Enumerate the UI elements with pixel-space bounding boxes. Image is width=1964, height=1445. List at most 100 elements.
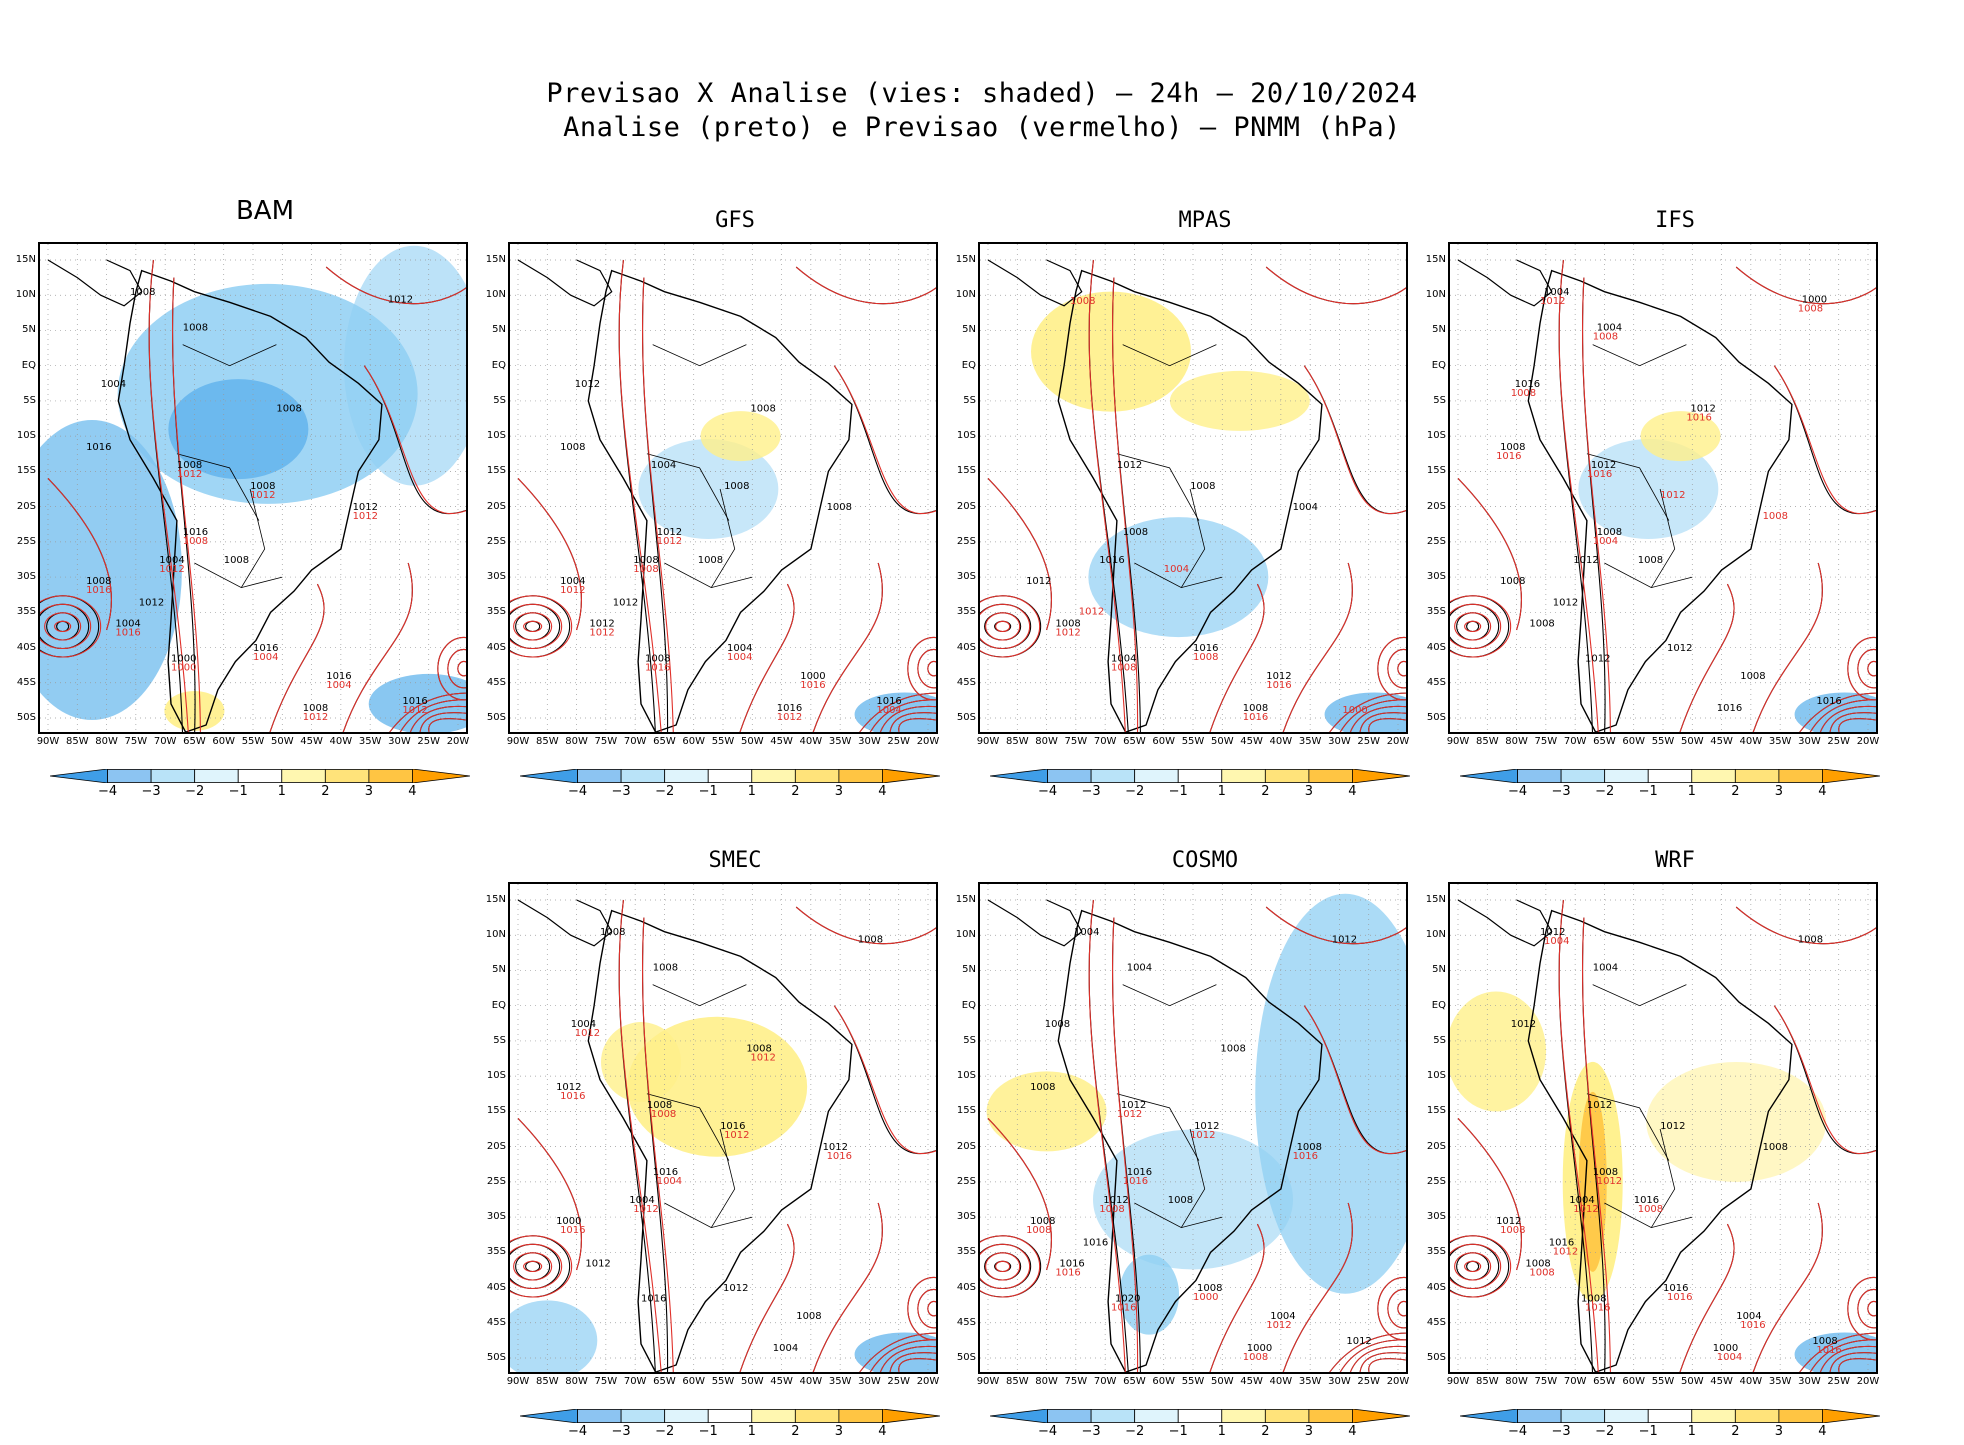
lon-tick-label: 45W: [770, 1376, 793, 1387]
lon-tick-label: 45W: [1710, 1376, 1733, 1387]
lat-tick-label: 50S: [956, 712, 976, 723]
colorbar-segment: [519, 1408, 578, 1424]
isobar-label: 1004: [115, 618, 140, 629]
colorbar-segment: [1560, 769, 1606, 783]
lon-tick-label: 50W: [1210, 736, 1234, 747]
isobar-label: 1016: [876, 696, 901, 707]
lon-tick-label: 35W: [1768, 736, 1792, 747]
isobar-label: 1012: [1190, 1130, 1215, 1141]
isobar-label: 1012: [1540, 927, 1565, 938]
lat-tick-label: 15S: [956, 1105, 976, 1117]
isobar-label: 1004: [1270, 1311, 1295, 1322]
isobar-label: 1016: [1055, 1267, 1080, 1278]
isobar-label: 1008: [750, 403, 775, 414]
map-area: 1012 1008 1004 1008 1016 1012 1008 1004 1016 1012…: [978, 242, 1408, 734]
colorbar-segment: [707, 1409, 753, 1423]
lat-tick-label: 50S: [1426, 712, 1446, 723]
colorbar-tick-label: 2: [321, 784, 330, 799]
lat-tick-label: 15N: [1425, 894, 1446, 905]
isobar-label: 1008: [1525, 1258, 1550, 1269]
south-america-coastline: [1057, 909, 1323, 1372]
isobar-line: [1303, 365, 1406, 515]
isobar-ring: [1377, 1276, 1406, 1341]
colorbar-segment: [1264, 1409, 1310, 1423]
lon-tick-label: 75W: [1534, 736, 1558, 747]
lon-tick-label: 55W: [1181, 1376, 1205, 1387]
isobar-line: [859, 1332, 936, 1372]
lat-tick-label: 15S: [1426, 465, 1446, 477]
isobar-label: 1012: [585, 1258, 610, 1269]
colorbar-segment: [368, 769, 413, 783]
country-border: [1592, 344, 1687, 367]
isobar-low-ring: [1464, 620, 1482, 633]
colorbar-tick-label: −4: [1037, 1424, 1058, 1439]
lon-tick-label: 40W: [1269, 1376, 1293, 1387]
lon-tick-label: 20W: [916, 736, 940, 747]
lon-tick-label: 25W: [887, 1376, 911, 1387]
lon-tick-label: 75W: [1064, 736, 1088, 747]
isobar-line: [1088, 259, 1126, 732]
bias-region-negative-south: [1119, 1254, 1180, 1335]
country-border: [1122, 984, 1217, 1007]
isobar-low-ring: [1454, 1252, 1492, 1281]
lat-tick-label: 25S: [1426, 535, 1446, 547]
isobar-line: [1679, 1223, 1735, 1372]
lat-tick-label: 10S: [486, 430, 506, 442]
bam-isobar-labels: 1012101210121008101210161016100010041004…: [86, 469, 428, 723]
lat-tick-label: 5S: [493, 1034, 506, 1046]
cosmo-isobar-labels: 1012101210161016100810081016101610001012…: [1026, 1109, 1318, 1363]
lon-tick-label: 70W: [1093, 1376, 1117, 1387]
central-america-coastline: [517, 899, 613, 947]
colorbar-svg: [49, 768, 471, 784]
isobar-label: 1004: [1164, 564, 1189, 575]
lat-tick-label: 50S: [486, 712, 506, 723]
lon-tick-label: 80W: [565, 736, 588, 747]
isobar-label: 1004: [773, 1343, 798, 1354]
colorbar-segment: [1264, 769, 1310, 783]
colorbar-tick-label: 3: [1304, 784, 1314, 799]
lat-tick-label: 10N: [1425, 289, 1446, 301]
isobar-label: 1012: [1266, 1320, 1291, 1331]
isobar-label: 1016: [1549, 1237, 1574, 1248]
isobar-label: 1008: [1763, 511, 1788, 522]
mpas-isobar-labels: 1012100810041008101610121008100410161012…: [1026, 460, 1318, 714]
cosmo-isobar-labels: 1008100810081012101210081016101210081016…: [1030, 927, 1372, 1354]
isobar-low-ring: [525, 1260, 541, 1273]
lon-tick-label: 55W: [1651, 1376, 1675, 1387]
isobar-line: [517, 1118, 582, 1271]
colorbar-tick-label: −2: [1125, 784, 1145, 799]
isobar-label: 1000: [1802, 294, 1827, 305]
bias-region-negative-south: [1324, 692, 1406, 732]
isobar-label: 1016: [1496, 451, 1521, 462]
map-area: 1008 1008 1008 1012 1012 1008 1016 1012 1008 1016…: [978, 882, 1408, 1374]
colorbar-segment: [150, 769, 196, 783]
isobar-low-ring: [1466, 620, 1480, 633]
colorbar-tick-label: −2: [1595, 1424, 1615, 1439]
lat-tick-label: 40S: [956, 641, 976, 653]
isobar-label: 1012: [139, 597, 164, 608]
isobar-line: [642, 917, 674, 1372]
isobar-label: 1016: [800, 680, 825, 691]
lat-tick-label: EQ: [21, 359, 36, 371]
colorbar-segment: [751, 769, 796, 783]
colorbar-segment: [664, 1409, 709, 1423]
lon-tick-label: 25W: [417, 736, 441, 747]
isobar-label: 1012: [657, 536, 682, 547]
isobar-label: 1012: [1553, 597, 1578, 608]
lat-tick-label: 10S: [1426, 430, 1446, 442]
isobar-label: 1016: [86, 585, 111, 596]
south-america-coastline: [587, 909, 853, 1372]
lat-tick-label: 40S: [486, 1281, 506, 1293]
lat-tick-label: 50S: [956, 1352, 976, 1363]
lat-tick-label: 15S: [1426, 1105, 1446, 1117]
isobar-label: 1016: [115, 627, 140, 638]
isobar-label: 1012: [613, 597, 638, 608]
isobar-label: 1012: [1667, 643, 1692, 654]
country-border: [710, 488, 736, 588]
isobar-label: 1008: [1500, 576, 1525, 587]
isobar-label: 1012: [1121, 1100, 1146, 1111]
isobar-line: [363, 365, 466, 515]
colorbar-segment: [519, 768, 578, 784]
isobar-label: 1008: [600, 927, 625, 938]
isobar-line: [642, 277, 674, 732]
